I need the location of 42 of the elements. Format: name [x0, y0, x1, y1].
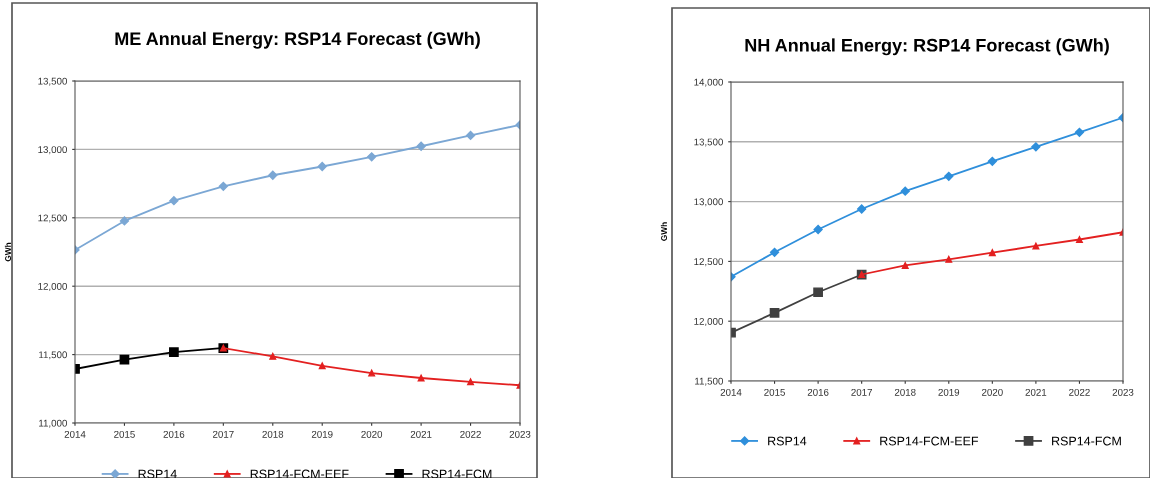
- legend-label: RSP14: [768, 436, 807, 446]
- x-tick-label: 2023: [1112, 388, 1134, 396]
- x-tick-label: 2021: [1025, 388, 1047, 396]
- y-tick-label: 12,500: [694, 258, 723, 267]
- y-tick-label: 12,500: [38, 214, 67, 223]
- chart-title: ME Annual Energy: RSP14 Forecast (GWh): [115, 31, 480, 49]
- x-tick-label: 2017: [213, 430, 234, 438]
- x-tick-label: 2019: [938, 388, 960, 396]
- y-tick-label: 12,000: [694, 317, 723, 326]
- x-tick-label: 2020: [361, 430, 383, 438]
- y-tick-label: 13,000: [38, 146, 67, 155]
- chart-title: NH Annual Energy: RSP14 Forecast (GWh): [745, 38, 1109, 56]
- legend-label: RSP14-FCM-EEF: [250, 469, 349, 478]
- x-tick-label: 2019: [311, 430, 333, 438]
- y-tick-label: 14,000: [694, 78, 723, 87]
- x-tick-label: 2016: [163, 430, 185, 438]
- y-axis-title: GWh: [660, 222, 667, 241]
- x-tick-label: 2015: [114, 430, 135, 438]
- legend-label: RSP14: [138, 469, 177, 478]
- legend-label: RSP14-FCM: [422, 469, 492, 478]
- x-tick-label: 2016: [807, 388, 829, 396]
- y-tick-label: 13,500: [38, 77, 67, 86]
- x-tick-label: 2018: [262, 430, 284, 438]
- y-tick-label: 13,500: [694, 138, 723, 147]
- x-tick-label: 2021: [410, 430, 432, 438]
- legend-label: RSP14-FCM: [1052, 436, 1121, 446]
- y-tick-label: 12,000: [38, 282, 67, 291]
- y-tick-label: 11,500: [695, 377, 723, 386]
- x-tick-label: 2014: [720, 388, 742, 396]
- y-tick-label: 11,000: [39, 419, 67, 428]
- x-tick-label: 2022: [1069, 388, 1090, 396]
- x-tick-label: 2018: [894, 388, 916, 396]
- x-tick-label: 2014: [64, 430, 86, 438]
- x-tick-label: 2017: [851, 388, 872, 396]
- legend-label: RSP14-FCM-EEF: [880, 436, 979, 446]
- x-tick-label: 2020: [982, 388, 1003, 396]
- x-tick-label: 2022: [460, 430, 481, 438]
- x-tick-label: 2015: [764, 388, 785, 396]
- x-tick-label: 2023: [509, 430, 531, 438]
- y-axis-title: GWh: [4, 242, 11, 262]
- y-tick-label: 11,500: [39, 351, 67, 360]
- y-tick-label: 13,000: [694, 198, 723, 207]
